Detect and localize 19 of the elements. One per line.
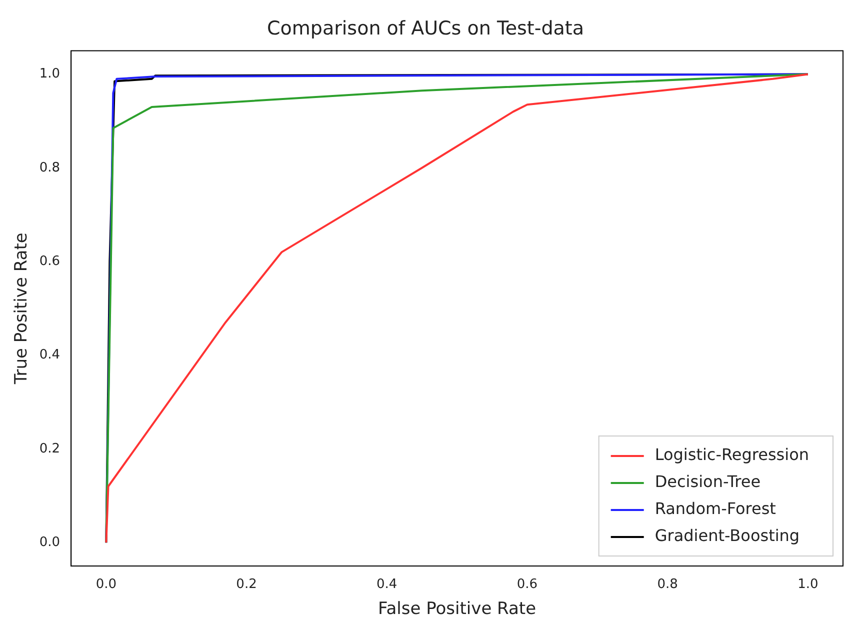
y-axis-title: True Positive Rate	[12, 232, 32, 386]
x-tick-label: 0.4	[376, 577, 398, 592]
y-tick-label: 1.0	[39, 66, 60, 82]
x-tick-label: 1.0	[798, 577, 818, 592]
legend-label: Gradient-Boosting	[654, 526, 800, 546]
x-tick-label: 0.6	[516, 577, 538, 592]
y-tick-label: 0.8	[39, 160, 60, 176]
legend-label: Decision-Tree	[654, 472, 761, 492]
legend-label: Logistic-Regression	[654, 445, 810, 464]
x-axis-title: False Positive Rate	[378, 599, 536, 620]
x-tick-label: 0.2	[236, 577, 257, 592]
x-tick-label: 0.0	[96, 577, 117, 592]
y-tick-label: 0.2	[39, 441, 60, 456]
y-tick-label: 0.6	[39, 254, 60, 269]
y-tick-label: 0.0	[39, 534, 60, 550]
x-tick-label: 0.8	[657, 577, 678, 592]
chart-title: Comparison of AUCs on Test-data	[266, 17, 584, 40]
y-tick-label: 0.4	[39, 348, 60, 363]
legend-label: Random-Forest	[654, 499, 776, 518]
